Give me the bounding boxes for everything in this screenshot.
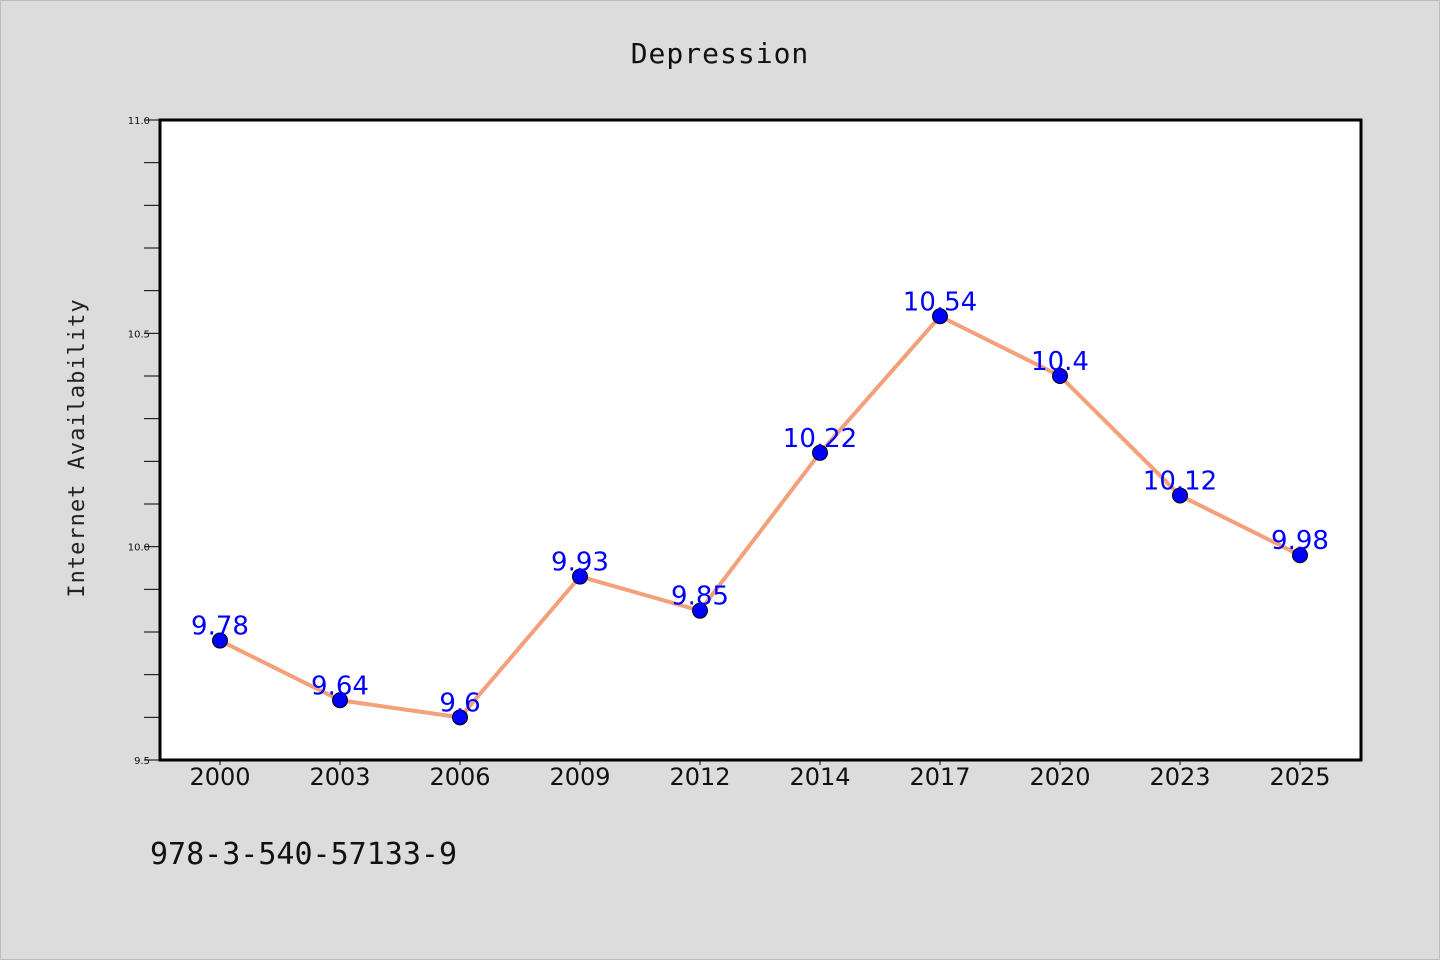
plot-area <box>158 118 1363 762</box>
data-markers <box>212 308 1308 726</box>
y-axis-label: Internet Availability <box>65 298 90 597</box>
data-label: 10.12 <box>1143 466 1217 496</box>
data-label: 9.78 <box>191 612 249 642</box>
data-label: 9.85 <box>671 582 729 612</box>
y-tick-label: 9.5 <box>134 756 150 767</box>
x-tick-label: 2023 <box>1149 763 1210 791</box>
x-tick-label: 2009 <box>549 763 610 791</box>
y-axis-ticks: 9.5 10.0 10.5 11.0 <box>128 116 160 767</box>
data-point <box>1172 487 1188 504</box>
series-line <box>219 314 1301 720</box>
x-axis-ticks: 2000 2003 2006 2009 2012 2014 2017 2020 2023 2025 <box>189 760 1331 791</box>
data-point <box>332 692 348 709</box>
x-tick-label: 2025 <box>1269 763 1330 791</box>
data-point <box>212 632 228 649</box>
y-tick-label: 11.0 <box>128 116 150 127</box>
data-point <box>1052 368 1068 384</box>
data-labels: 9.78 9.64 9.6 9.93 9.85 10.22 10.54 10.4 10.12 9.… <box>191 287 1329 718</box>
data-label: 10.4 <box>1031 347 1089 377</box>
data-point <box>932 308 948 325</box>
chart-title: Depression <box>631 37 810 70</box>
data-point <box>572 568 588 585</box>
data-label: 9.6 <box>439 688 480 718</box>
x-tick-label: 2006 <box>429 763 490 791</box>
data-label: 9.93 <box>551 548 609 578</box>
data-point <box>812 444 828 461</box>
data-point <box>1292 547 1308 564</box>
x-tick-label: 2017 <box>909 763 970 791</box>
data-point <box>452 709 468 726</box>
data-label: 10.22 <box>783 424 857 454</box>
footer-id-text: 978-3-540-57133-9 <box>150 837 457 872</box>
x-tick-label: 2020 <box>1029 763 1090 791</box>
data-label: 9.98 <box>1271 526 1329 556</box>
data-label: 9.64 <box>311 671 369 701</box>
data-label: 10.54 <box>903 287 977 317</box>
x-tick-label: 2014 <box>789 763 850 791</box>
x-tick-label: 2003 <box>309 763 370 791</box>
x-tick-label: 2012 <box>669 763 730 791</box>
series-line-group <box>219 314 1301 720</box>
x-tick-label: 2000 <box>189 763 250 791</box>
data-point <box>692 602 708 619</box>
y-tick-label: 10.0 <box>128 543 150 554</box>
y-tick-label: 10.5 <box>128 329 150 340</box>
